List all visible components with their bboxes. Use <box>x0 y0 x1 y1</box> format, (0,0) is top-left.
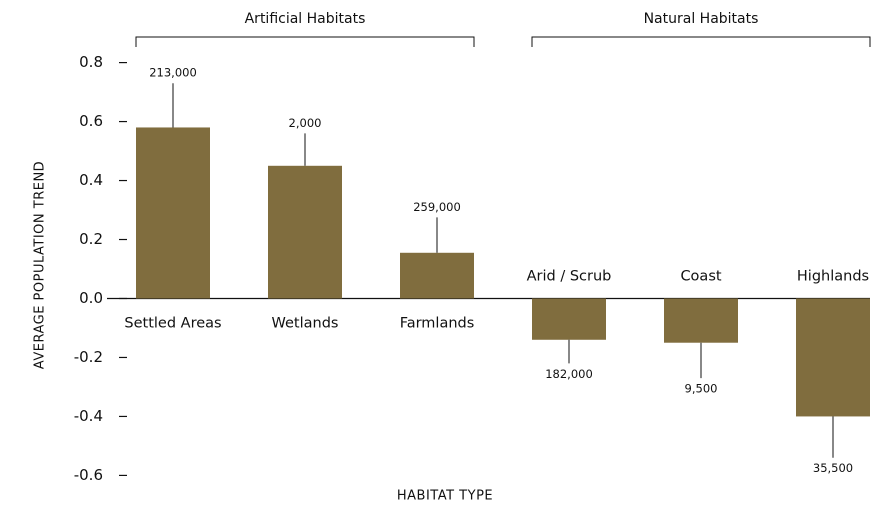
y-tick-label: -0.6 <box>74 466 103 484</box>
bar <box>400 252 474 299</box>
x-tick-label: Arid / Scrub <box>527 268 612 284</box>
y-tick-label: 0.2 <box>79 230 103 248</box>
n-label: 182,000 <box>545 367 593 381</box>
n-label: 2,000 <box>289 116 322 130</box>
y-tick-label: 0.4 <box>79 171 103 189</box>
y-tick-label: -0.4 <box>74 407 103 425</box>
bar <box>136 127 210 299</box>
bar <box>532 298 606 340</box>
bar <box>268 165 342 299</box>
x-tick-label: Highlands <box>797 268 869 284</box>
x-tick-label: Coast <box>680 268 721 284</box>
y-tick-label: 0.6 <box>79 112 103 130</box>
group-bracket <box>135 36 475 47</box>
y-axis-label: AVERAGE POPULATION TREND <box>33 161 48 369</box>
bar <box>796 298 870 417</box>
group-label: Natural Habitats <box>644 11 759 27</box>
n-label: 259,000 <box>413 200 461 214</box>
y-tick-label: 0.8 <box>79 53 103 71</box>
y-tick-label: -0.2 <box>74 348 103 366</box>
x-tick-label: Settled Areas <box>124 315 221 331</box>
y-tick-label: 0.0 <box>79 289 103 307</box>
x-tick-label: Wetlands <box>272 315 339 331</box>
bar <box>664 298 738 343</box>
n-label: 9,500 <box>685 382 718 396</box>
x-axis-label: HABITAT TYPE <box>397 489 493 504</box>
group-bracket <box>531 36 871 47</box>
x-tick-label: Farmlands <box>400 315 475 331</box>
group-label: Artificial Habitats <box>245 11 366 27</box>
n-label: 35,500 <box>813 461 853 475</box>
n-label: 213,000 <box>149 66 197 80</box>
